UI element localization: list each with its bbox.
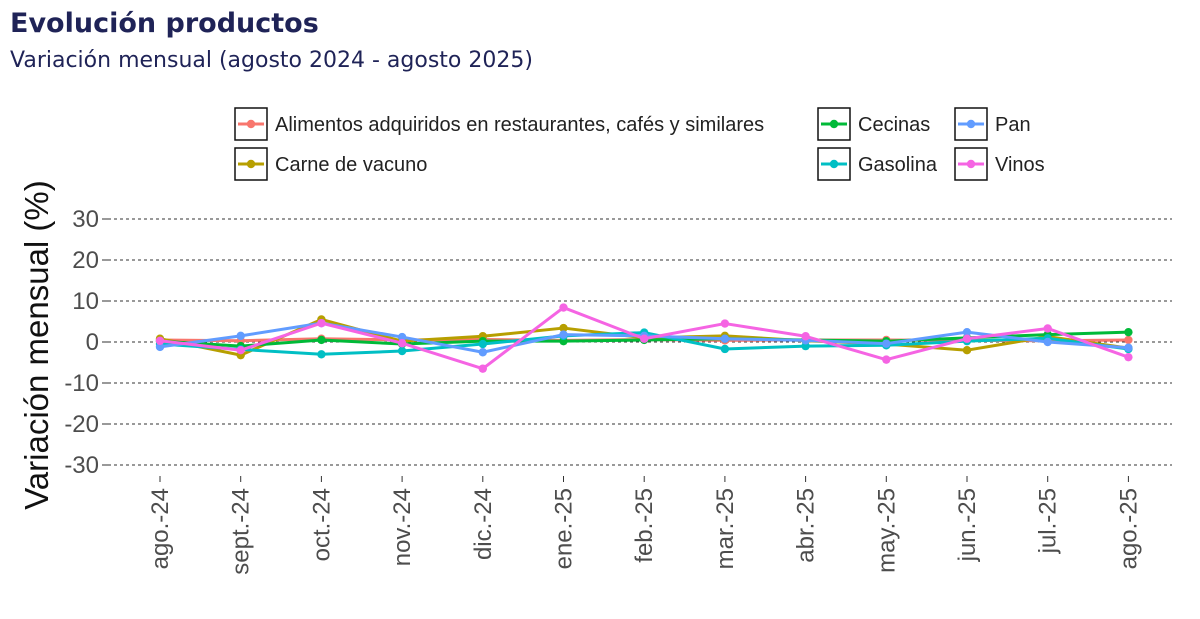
data-point	[236, 331, 245, 341]
data-point	[155, 342, 165, 352]
series-line	[155, 303, 1133, 373]
legend-item: Carne de vacuno	[234, 147, 427, 181]
data-point	[1124, 327, 1133, 337]
x-tick-label: oct.-24	[308, 488, 335, 561]
data-point	[478, 364, 487, 373]
legend-item: Pan	[954, 107, 1031, 141]
data-point	[882, 355, 891, 364]
legend-label: Carne de vacuno	[275, 154, 427, 176]
x-axis-ticks: ago.-24 sept.-24 oct.-24 nov.-24 dic.-24 ene.…	[147, 476, 1142, 575]
legend-key-point	[246, 159, 256, 169]
x-tick-label: jul.-25	[1035, 488, 1062, 554]
data-point	[397, 339, 407, 348]
legend-key-point	[829, 159, 839, 169]
legend-key-point	[966, 119, 976, 129]
data-point	[1124, 343, 1133, 352]
data-point	[962, 334, 972, 343]
data-point	[720, 319, 730, 328]
y-tick-label: 20	[72, 247, 99, 274]
data-point	[882, 339, 891, 348]
y-tick-label: -30	[64, 452, 99, 479]
data-point	[317, 318, 326, 328]
data-point	[478, 339, 487, 349]
x-tick-label: nov.-24	[389, 488, 416, 566]
data-point	[1124, 335, 1133, 345]
legend-label: Pan	[995, 114, 1031, 136]
legend-label: Gasolina	[858, 154, 938, 176]
legend: Alimentos adquiridos en restaurantes, ca…	[234, 107, 1045, 181]
x-tick-label: ago.-24	[147, 488, 174, 569]
legend-item: Vinos	[954, 147, 1045, 181]
data-point	[801, 341, 810, 351]
data-point	[559, 330, 568, 339]
data-point	[1043, 324, 1052, 333]
x-tick-label: feb.-25	[631, 488, 658, 563]
x-tick-label: may.-25	[873, 488, 900, 573]
x-tick-label: abr.-25	[793, 488, 820, 563]
y-axis-ticks: 30 20 10 0 -10 -20 -30	[64, 206, 108, 479]
x-tick-label: jun.-25	[954, 488, 981, 562]
data-point	[801, 332, 810, 341]
chart-title: Evolución productos	[10, 8, 319, 39]
y-axis-title: Variación mensual (%)	[18, 180, 55, 510]
y-tick-label: 0	[86, 329, 99, 356]
y-tick-label: -10	[64, 370, 99, 397]
x-tick-label: dic.-24	[470, 488, 497, 560]
data-point	[317, 350, 326, 359]
legend-item: Alimentos adquiridos en restaurantes, ca…	[234, 107, 764, 141]
data-point	[397, 332, 407, 342]
data-point	[397, 346, 407, 356]
data-point	[478, 348, 487, 357]
legend-key-point	[829, 119, 839, 129]
data-point	[962, 346, 972, 355]
data-point	[559, 303, 568, 312]
data-point	[1124, 352, 1133, 362]
y-tick-label: 30	[72, 206, 99, 233]
data-point	[559, 323, 568, 333]
legend-item: Cecinas	[817, 107, 930, 141]
legend-label: Vinos	[995, 154, 1045, 176]
x-tick-label: sept.-24	[228, 488, 255, 575]
data-point	[720, 334, 730, 343]
legend-key-point	[966, 159, 976, 169]
legend-label: Cecinas	[858, 114, 930, 136]
data-point	[640, 334, 649, 343]
x-tick-label: mar.-25	[712, 488, 739, 569]
y-tick-label: 10	[72, 288, 99, 315]
legend-key-point	[246, 119, 256, 129]
series-group	[155, 303, 1133, 373]
chart-subtitle: Variación mensual (agosto 2024 - agosto …	[10, 48, 533, 73]
data-point	[1043, 337, 1052, 347]
legend-label: Alimentos adquiridos en restaurantes, ca…	[275, 114, 764, 136]
data-point	[155, 336, 165, 345]
y-tick-label: -20	[64, 411, 99, 438]
data-point	[720, 344, 730, 354]
data-point	[962, 327, 972, 337]
legend-item: Gasolina	[817, 147, 938, 181]
x-tick-label: ene.-25	[551, 488, 578, 569]
data-point	[317, 335, 326, 345]
data-point	[236, 346, 245, 355]
x-tick-label: ago.-25	[1115, 488, 1142, 569]
